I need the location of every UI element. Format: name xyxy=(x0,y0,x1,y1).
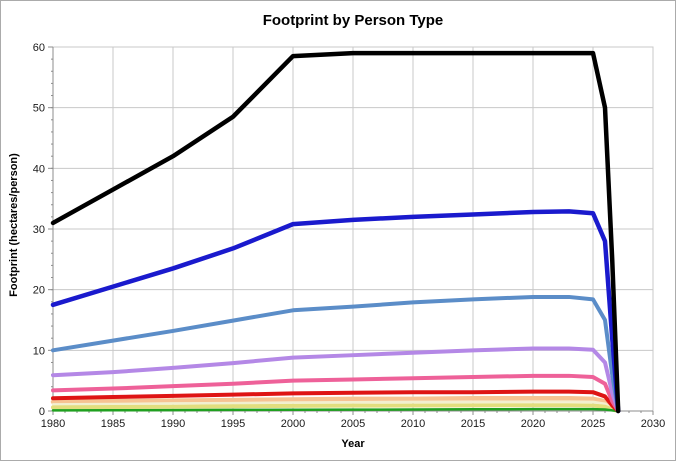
y-tick-label: 10 xyxy=(33,345,45,357)
x-tick-label: 1980 xyxy=(41,418,65,430)
series-line-violet xyxy=(51,346,621,413)
x-tick-label: 1995 xyxy=(221,418,245,430)
x-tick-label: 2020 xyxy=(521,418,545,430)
series-line-steel-blue xyxy=(51,294,621,413)
x-tick-label: 1990 xyxy=(161,418,185,430)
x-axis-title: Year xyxy=(341,438,365,450)
chart-title: Footprint by Person Type xyxy=(262,12,444,29)
series-line-black xyxy=(50,50,621,414)
y-tick-label: 50 xyxy=(33,103,45,115)
x-tick-label: 2000 xyxy=(281,418,305,430)
y-tick-label: 20 xyxy=(33,285,45,297)
y-tick-label: 30 xyxy=(33,224,45,236)
x-tick-label: 2025 xyxy=(581,418,605,430)
series-line-pink xyxy=(51,373,621,413)
y-tick-label: 0 xyxy=(39,406,45,418)
series-line-red xyxy=(51,389,621,413)
x-tick-label: 2015 xyxy=(461,418,485,430)
series-line-blue xyxy=(50,209,621,414)
x-tick-label: 2005 xyxy=(341,418,365,430)
x-tick-label: 1985 xyxy=(101,418,125,430)
series-line-yellow xyxy=(51,403,621,413)
y-tick-label: 40 xyxy=(33,163,45,175)
x-tick-label: 2030 xyxy=(641,418,665,430)
series-line-orange xyxy=(50,396,621,414)
y-tick-label: 60 xyxy=(33,42,45,54)
series-line-green xyxy=(51,407,620,413)
x-tick-label: 2010 xyxy=(401,418,425,430)
series-line-cream xyxy=(51,400,620,413)
